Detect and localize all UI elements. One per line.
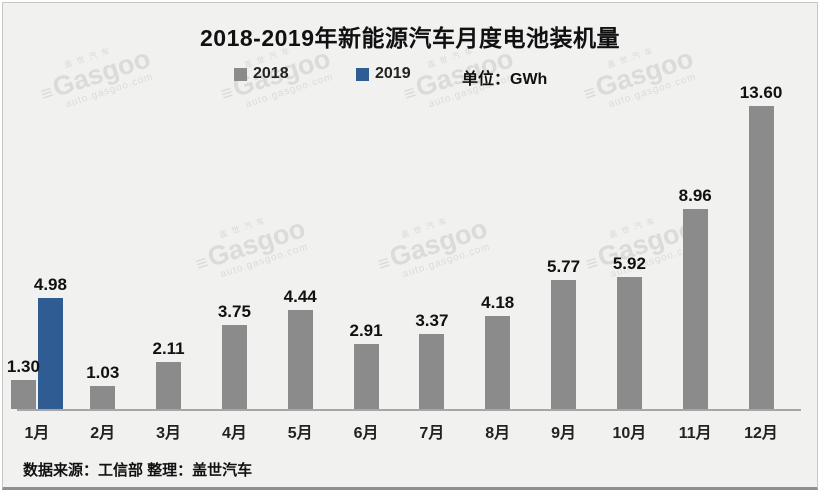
month-group: 5.77: [531, 257, 597, 409]
bar-2018: 2.91: [350, 321, 383, 409]
month-label: 11月: [678, 425, 712, 442]
x-axis-labels: 1月 2月 3月 4月 5月 6月 7月 8月 9月 10月 11月 12月: [4, 419, 794, 443]
bar-2018: 2.11: [152, 339, 185, 409]
chart-title: 2018-2019年新能源汽车月度电池装机量: [200, 25, 620, 51]
bar-2018: 4.44: [284, 287, 317, 409]
bar-value-label: 3.75: [217, 302, 251, 321]
bar-2018: 13.60: [740, 83, 782, 409]
bar-rect: [90, 386, 116, 409]
month-group: 2.91: [333, 321, 399, 409]
stripes-icon: ≡: [38, 81, 57, 106]
month-label: 1月: [24, 425, 50, 442]
month-group: 1.30 4.98: [4, 275, 70, 409]
month-label: 12月: [744, 425, 778, 442]
bar-rect: [287, 310, 313, 409]
month-group: 8.96: [662, 186, 728, 409]
bar-2018: 8.96: [679, 186, 712, 409]
stripes-icon: ≡: [401, 81, 420, 106]
bar-2018: 3.75: [218, 302, 251, 409]
month-group: 2.11: [136, 339, 202, 409]
bar-rect: [419, 334, 445, 409]
bar-value-label: 4.44: [283, 287, 317, 306]
month-group: 5.92: [596, 254, 662, 409]
bar-rect: [10, 380, 36, 409]
bar-value-label: 2.91: [349, 321, 383, 340]
month-label: 2月: [90, 425, 116, 442]
month-group: 13.60: [728, 83, 794, 409]
legend-label-2018: 2018: [253, 65, 289, 82]
month-group: 4.44: [267, 287, 333, 409]
month-group: 3.37: [399, 311, 465, 409]
bar-2018: 1.03: [86, 363, 119, 409]
bar-value-label: 1.03: [86, 363, 120, 382]
bar-rect: [485, 316, 511, 409]
legend-label-2019: 2019: [375, 65, 411, 82]
bar-rect: [156, 362, 182, 409]
x-axis-line: [17, 409, 801, 411]
bar-rect: [682, 209, 708, 409]
bar-2018: 4.18: [481, 293, 514, 409]
unit-label: 单位：GWh: [462, 71, 548, 88]
bar-value-label: 4.98: [33, 275, 67, 294]
bar-value-label: 5.92: [612, 254, 646, 273]
bar-rect: [551, 280, 577, 409]
stripes-icon: ≡: [581, 81, 600, 106]
bar-2018: 3.37: [415, 311, 448, 409]
bar-rect: [221, 325, 247, 409]
legend: 2018 2019 单位：GWh: [3, 65, 817, 88]
bar-value-label: 13.60: [739, 83, 783, 102]
bar-rect: [748, 106, 774, 409]
stripes-icon: ≡: [218, 81, 237, 106]
legend-swatch-2018: [234, 67, 247, 81]
month-group: 1.03: [70, 363, 136, 409]
legend-item-2019: 2019: [356, 65, 411, 83]
bar-2018: 1.30: [7, 357, 40, 409]
month-label: 7月: [419, 425, 445, 442]
month-group: 3.75: [201, 302, 267, 409]
bar-value-label: 4.18: [481, 293, 515, 312]
legend-swatch-2019: [356, 67, 369, 81]
month-group: 4.18: [465, 293, 531, 409]
plot-area: 1.30 4.98 1.03 2.11 3.75 4.44 2.91 3.37 4.18 5.77…: [4, 83, 794, 409]
bar-value-label: 5.77: [546, 257, 581, 276]
bar-2018: 5.77: [547, 257, 580, 409]
bar-value-label: 1.30: [6, 357, 40, 376]
bar-value-label: 2.11: [152, 339, 185, 358]
month-label: 6月: [353, 425, 379, 442]
month-label: 8月: [485, 425, 511, 442]
month-label: 5月: [287, 425, 313, 442]
bar-2019: 4.98: [34, 275, 67, 409]
bar-value-label: 8.96: [678, 186, 712, 205]
month-label: 4月: [221, 425, 247, 442]
bar-rect: [616, 277, 642, 409]
month-label: 9月: [551, 425, 576, 442]
footer-source: 数据来源：工信部 整理：盖世汽车: [23, 462, 253, 479]
legend-item-2018: 2018: [234, 65, 289, 83]
bar-rect: [37, 298, 63, 409]
bar-rect: [353, 344, 379, 409]
bar-2018: 5.92: [613, 254, 646, 409]
bar-value-label: 3.37: [415, 311, 449, 330]
month-label: 3月: [156, 425, 182, 442]
month-label: 10月: [612, 425, 647, 442]
